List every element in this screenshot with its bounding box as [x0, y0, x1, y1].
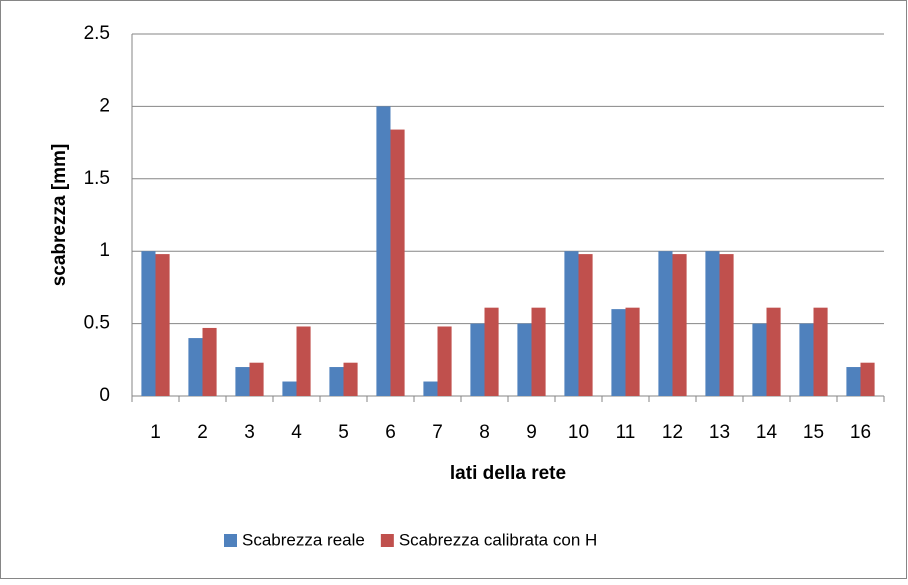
bar	[155, 254, 170, 396]
bar	[249, 362, 264, 396]
bar	[799, 323, 814, 396]
bar	[202, 327, 217, 396]
bar	[188, 338, 203, 396]
y-tick-label: 1	[99, 240, 110, 261]
bar	[846, 367, 861, 396]
bar	[470, 323, 485, 396]
legend-label: Scabrezza calibrata con H	[399, 530, 597, 549]
bar	[390, 129, 405, 396]
bar	[611, 309, 626, 396]
bar	[672, 254, 687, 396]
bar	[531, 307, 546, 396]
x-tick-label: 10	[568, 422, 589, 443]
bar	[719, 254, 734, 396]
x-tick-label: 14	[756, 422, 778, 443]
x-axis-label: lati della rete	[450, 463, 566, 484]
x-tick-label: 16	[850, 422, 871, 443]
x-tick-label: 4	[291, 422, 302, 443]
x-tick-label: 2	[197, 422, 208, 443]
bar	[484, 307, 499, 396]
x-tick-label: 13	[709, 422, 730, 443]
bar	[813, 307, 828, 396]
bar	[235, 367, 250, 396]
bar	[517, 323, 532, 396]
x-tick-label: 1	[150, 422, 161, 443]
x-tick-label: 12	[662, 422, 683, 443]
y-tick-label: 0.5	[84, 313, 110, 334]
legend-swatch	[224, 534, 237, 547]
bar	[752, 323, 767, 396]
x-tick-label: 11	[616, 422, 636, 443]
bar	[329, 367, 344, 396]
x-tick-label: 9	[526, 422, 537, 443]
x-tick-label: 3	[244, 422, 255, 443]
y-tick-label: 0	[99, 385, 110, 406]
bar	[564, 251, 579, 396]
y-tick-label: 1.5	[84, 168, 110, 189]
x-tick-label: 6	[385, 422, 396, 443]
legend-swatch	[380, 534, 394, 547]
bar	[376, 106, 391, 397]
bar	[625, 307, 640, 396]
x-tick-label: 7	[432, 422, 443, 443]
bar	[766, 307, 781, 396]
bar	[578, 254, 593, 396]
bar	[343, 362, 358, 396]
bar	[282, 381, 297, 396]
bar	[141, 251, 156, 396]
bar	[437, 326, 452, 396]
x-tick-label: 8	[479, 422, 490, 443]
legend-label: Scabrezza reale	[242, 530, 365, 549]
bar	[658, 251, 673, 396]
x-tick-label: 15	[803, 422, 824, 443]
bar	[296, 326, 311, 396]
bar	[705, 251, 720, 396]
bar	[860, 362, 875, 396]
y-tick-label: 2	[99, 95, 110, 116]
x-tick-label: 5	[338, 422, 349, 443]
bar	[423, 381, 438, 396]
y-tick-label: 2.5	[84, 23, 110, 44]
y-axis-label: scabrezza [mm]	[49, 144, 70, 287]
